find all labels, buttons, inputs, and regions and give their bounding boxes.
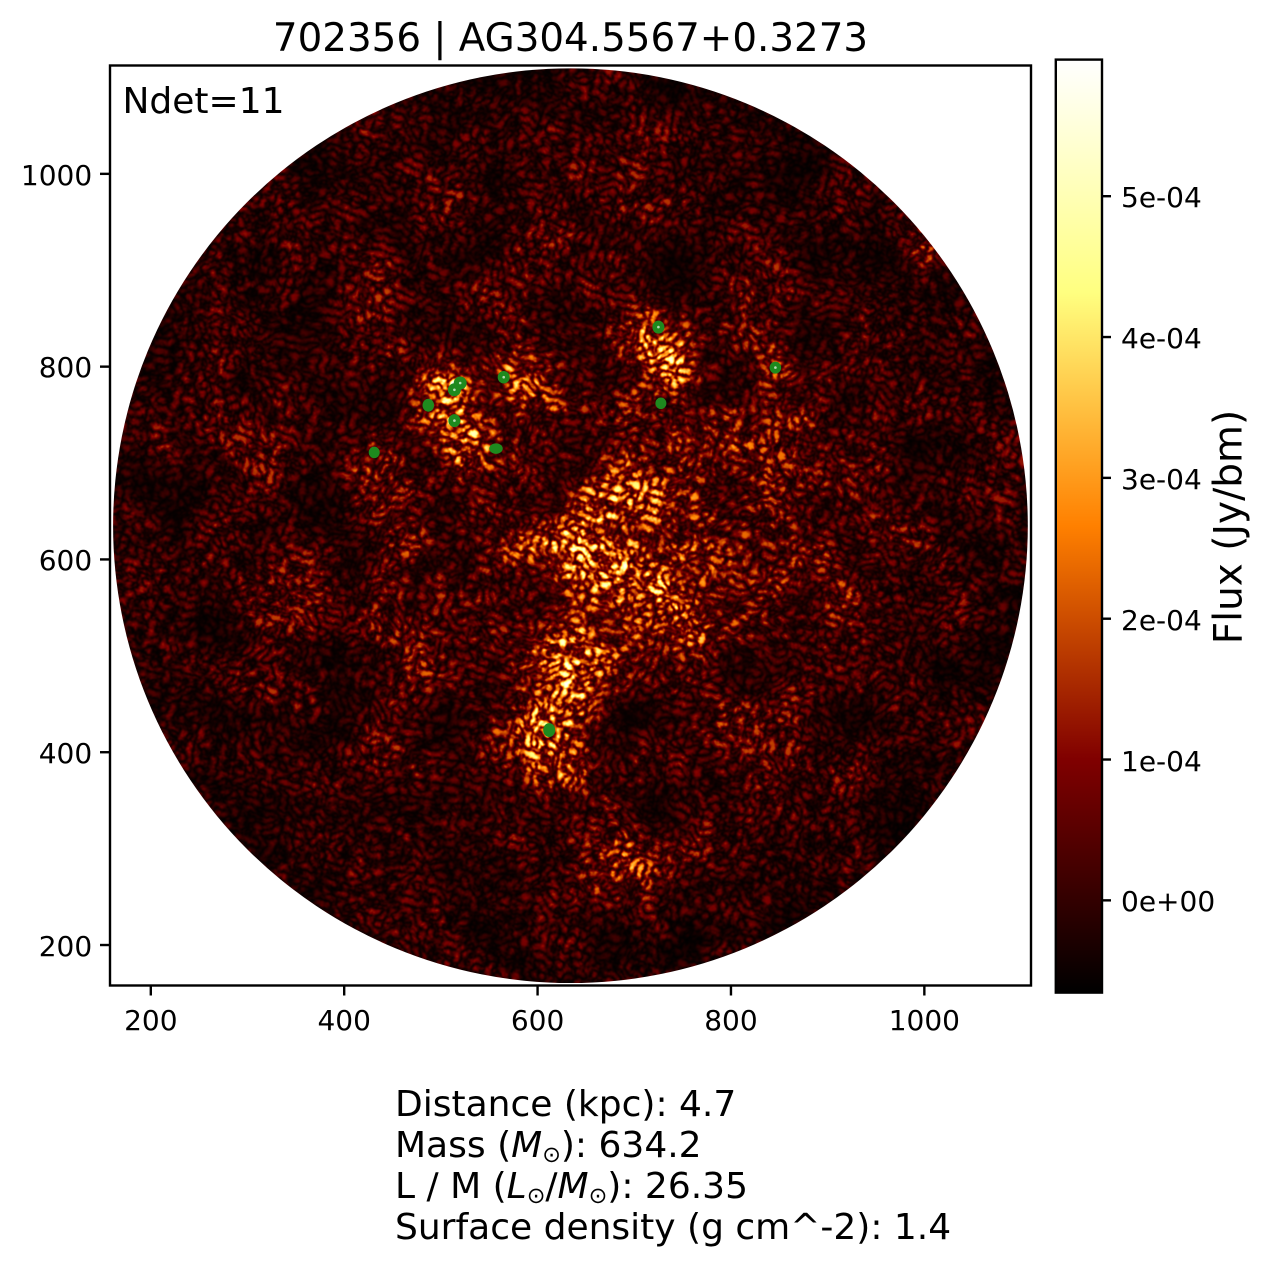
info-line: Distance (kpc): 4.7 [395,1084,951,1125]
info-text: ): 26.35 [607,1166,748,1207]
x-tick-label: 200 [124,1003,178,1037]
colorbar-frame [1054,58,1104,994]
detection-marker [368,446,380,459]
axes-frame [108,64,1033,987]
info-text: Surface density (g cm^-2): 1.4 [395,1207,952,1248]
y-tick-label: 600 [38,544,93,578]
colorbar-tick-label: 1e-04 [1121,744,1202,778]
x-tick-label: 600 [510,1003,565,1037]
info-annotations: Distance (kpc): 4.7 Mass (M⊙): 634.2 L / M… [395,1084,951,1248]
x-tick-label: 1000 [888,1003,960,1037]
detection-markers [368,320,782,738]
x-tick-label: 800 [704,1003,758,1037]
colorbar-tick-label: 3e-04 [1121,462,1202,496]
info-text: Mass ( [395,1125,512,1166]
detection-marker-center [774,366,777,369]
colorbar-tick-label: 0e+00 [1121,885,1216,919]
y-tick-label: 1000 [20,158,93,192]
info-subscript: ⊙ [526,1182,546,1209]
detection-marker-center [502,375,506,379]
info-text: ): 634.2 [560,1125,702,1166]
info-math-symbol: M [511,1125,543,1166]
info-subscript: ⊙ [588,1182,608,1209]
detection-marker [655,397,667,410]
info-math-symbol: L [506,1166,527,1207]
detection-marker [489,443,503,454]
detection-marker-center [458,381,462,385]
info-text: Distance (kpc): 4.7 [395,1084,737,1125]
ndet-annotation: Ndet=11 [122,80,285,122]
x-tick-label: 400 [317,1003,371,1037]
info-text: / [545,1166,558,1207]
colorbar-label: Flux (Jy/bm) [1206,409,1251,645]
y-tick-label: 400 [38,737,93,771]
detection-marker [543,723,556,738]
info-math-symbol: M [557,1166,589,1207]
colorbar-tick-label: 5e-04 [1121,181,1202,215]
colorbar-ticks [1102,195,1111,902]
detection-marker-center [453,388,456,392]
colorbar-tick-label: 2e-04 [1121,603,1202,637]
colorbar-tick-label: 4e-04 [1121,322,1202,356]
info-line: Surface density (g cm^-2): 1.4 [395,1207,951,1248]
detection-marker-center [657,325,660,329]
info-line: Mass (M⊙): 634.2 [395,1125,951,1168]
info-subscript: ⊙ [542,1141,561,1168]
info-text: L / M ( [395,1166,507,1207]
detection-marker-center [453,419,456,422]
detection-marker [422,398,435,412]
colorbar-gradient [1055,59,1102,993]
axes-ticks [100,172,926,996]
info-line: L / M (L⊙/M⊙): 26.35 [395,1166,951,1209]
y-tick-label: 800 [38,351,93,385]
y-tick-label: 200 [38,929,93,963]
plot-title: 702356 | AG304.5567+0.3273 [272,16,869,61]
